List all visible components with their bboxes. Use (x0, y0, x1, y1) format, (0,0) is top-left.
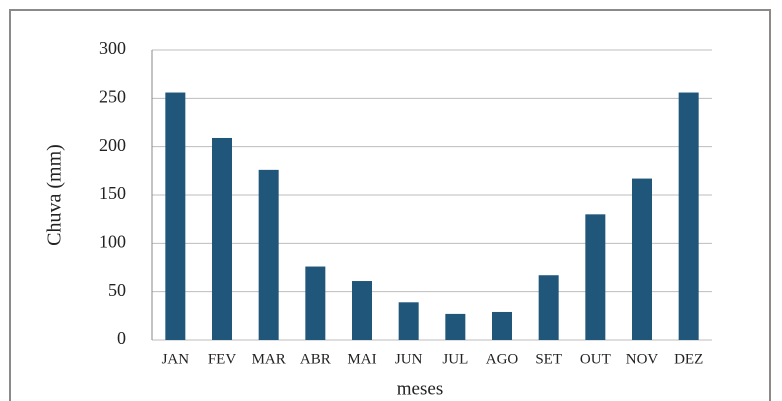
y-tick-label: 50 (108, 280, 126, 300)
bar (352, 281, 372, 340)
x-tick-label: NOV (626, 351, 659, 367)
x-tick-label: DEZ (674, 351, 703, 367)
x-tick-label: AGO (486, 351, 519, 367)
bar (305, 266, 326, 340)
x-tick-label: JAN (162, 351, 190, 367)
bar (585, 214, 606, 340)
y-tick-label: 150 (99, 183, 126, 203)
y-tick-label: 0 (117, 328, 126, 348)
x-tick-label: JUL (442, 351, 468, 367)
x-tick-label: JUN (395, 351, 423, 367)
bar (398, 302, 419, 340)
x-tick-label: MAR (252, 351, 286, 367)
x-tick-label: SET (535, 351, 562, 367)
x-tick-label: FEV (208, 351, 237, 367)
bar (538, 275, 559, 340)
bar (678, 92, 699, 341)
y-tick-label: 100 (99, 231, 126, 251)
x-tick-label: OUT (580, 351, 611, 367)
bar (492, 311, 512, 340)
x-tick-label: MAI (347, 351, 376, 367)
bar (632, 178, 652, 340)
bar (258, 169, 279, 340)
y-tick-label: 250 (99, 86, 126, 106)
x-tick-label: ABR (300, 351, 331, 367)
bar (445, 313, 466, 340)
x-axis-label: meses (397, 378, 443, 399)
bar (165, 92, 186, 341)
y-tick-label: 300 (99, 38, 126, 58)
bar (212, 137, 232, 340)
y-tick-label: 200 (99, 135, 126, 155)
y-axis-label: Chuva (mm) (44, 144, 66, 246)
